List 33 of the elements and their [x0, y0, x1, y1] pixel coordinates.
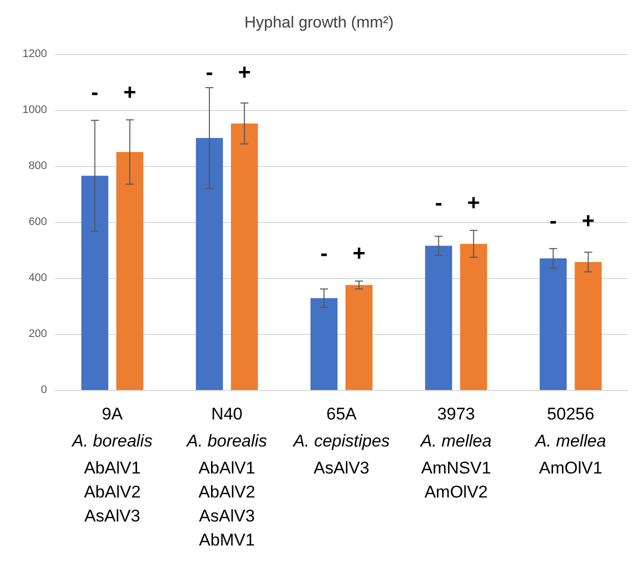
x-tick-label: 65A A. cepistipes AsAlV3 [292, 404, 390, 478]
bar [425, 246, 452, 390]
bar [81, 176, 108, 390]
x-tick-label: 3973 A. mellea AmNSV1 AmOlV2 [420, 404, 492, 502]
bar [116, 152, 144, 390]
bar [196, 138, 223, 390]
y-tick-label: 1000 [22, 104, 47, 116]
bar [574, 262, 602, 390]
annotation: + [123, 79, 136, 104]
annotation: - [91, 79, 98, 104]
annotation: - [206, 60, 214, 84]
y-tick-label: 400 [28, 272, 47, 284]
y-tick-label: 1200 [22, 48, 47, 60]
annotation: - [434, 190, 442, 215]
annotation: + [467, 190, 480, 215]
bar [310, 298, 338, 390]
x-tick-label: 9A A. borealis AbAlV1 AbAlV2 AsAlV3 [71, 404, 153, 526]
annotation: - [320, 240, 328, 266]
y-tick-label: 200 [28, 328, 47, 340]
y-tick-label: 600 [28, 216, 47, 228]
bar [540, 258, 567, 390]
bar [460, 244, 488, 390]
y-tick-label: 800 [28, 160, 47, 172]
annotation: + [582, 208, 595, 234]
annotation: + [238, 60, 251, 84]
x-tick-label: 50256 A. mellea AmOlV1 [534, 404, 606, 478]
bar [346, 285, 372, 390]
annotation: - [550, 208, 557, 234]
y-tick-label: 0 [40, 384, 47, 396]
chart-title: Hyphal growth (mm²) [244, 14, 394, 32]
x-tick-label: N40 A. borealis AbAlV1 AbAlV2 AsAlV3 AbMV1 [186, 404, 268, 550]
annotation: + [352, 240, 366, 266]
bar [230, 123, 258, 390]
